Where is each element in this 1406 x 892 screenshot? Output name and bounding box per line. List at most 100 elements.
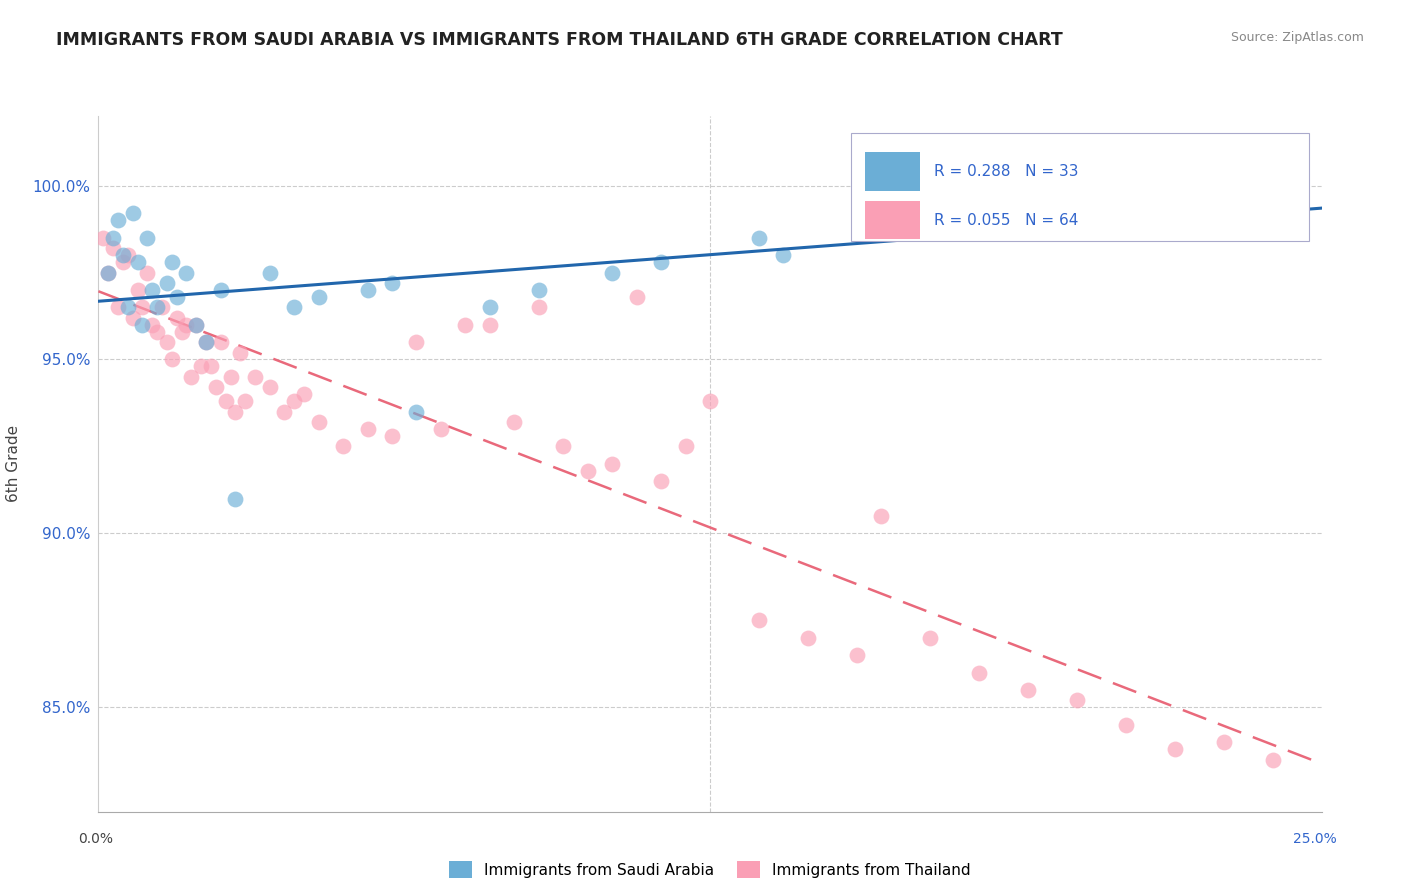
Point [1066, 693, 1088, 707]
Point [141, 318, 163, 332]
Point [156, 276, 179, 290]
Text: Source: ZipAtlas.com: Source: ZipAtlas.com [1230, 31, 1364, 45]
Point [1164, 742, 1187, 756]
Point [176, 318, 198, 332]
Point [107, 300, 129, 314]
Point [699, 394, 721, 409]
Point [356, 283, 378, 297]
Point [1212, 735, 1234, 749]
Text: R = 0.055   N = 64: R = 0.055 N = 64 [934, 213, 1078, 227]
Point [136, 230, 159, 244]
Point [205, 380, 228, 394]
Text: 0.0%: 0.0% [79, 832, 112, 846]
Point [748, 614, 770, 628]
Point [160, 255, 183, 269]
Point [259, 265, 281, 279]
Point [356, 422, 378, 436]
Point [273, 404, 295, 418]
Point [405, 404, 427, 418]
Point [131, 300, 153, 314]
Point [1188, 161, 1211, 175]
Point [224, 491, 246, 506]
Point [797, 631, 820, 645]
Point [150, 300, 173, 314]
Point [1017, 683, 1039, 698]
Point [186, 318, 208, 332]
Point [675, 439, 697, 453]
Point [430, 422, 453, 436]
Point [478, 300, 501, 314]
FancyBboxPatch shape [851, 134, 1309, 241]
Point [127, 255, 149, 269]
Point [527, 300, 550, 314]
Point [332, 439, 354, 453]
Point [195, 334, 218, 349]
Point [920, 631, 942, 645]
Point [772, 248, 794, 262]
Point [576, 464, 599, 478]
Point [146, 325, 169, 339]
Point [967, 665, 990, 680]
Point [121, 206, 143, 220]
Point [97, 265, 120, 279]
Point [190, 359, 212, 374]
Point [111, 255, 134, 269]
Point [229, 345, 252, 359]
Point [170, 325, 193, 339]
Point [117, 248, 139, 262]
Point [186, 318, 208, 332]
Point [233, 394, 256, 409]
Point [91, 230, 114, 244]
Point [527, 283, 550, 297]
Point [209, 283, 232, 297]
Point [503, 415, 526, 429]
Point [600, 457, 623, 471]
Point [101, 230, 124, 244]
Point [292, 387, 315, 401]
Point [600, 265, 623, 279]
Point [454, 318, 477, 332]
Point [381, 429, 404, 443]
Point [308, 415, 330, 429]
Point [209, 334, 232, 349]
Point [131, 318, 153, 332]
Point [1115, 717, 1137, 731]
Point [243, 369, 266, 384]
Point [1139, 171, 1161, 186]
Text: 25.0%: 25.0% [1292, 832, 1337, 846]
Bar [865, 202, 921, 239]
Point [195, 334, 218, 349]
Point [381, 276, 404, 290]
Point [650, 474, 672, 488]
Point [146, 300, 169, 314]
Point [121, 310, 143, 325]
Point [283, 300, 305, 314]
Point [101, 241, 124, 255]
Point [111, 248, 134, 262]
Text: R = 0.288   N = 33: R = 0.288 N = 33 [934, 164, 1078, 179]
Point [845, 648, 868, 662]
Point [626, 290, 648, 304]
Legend: Immigrants from Saudi Arabia, Immigrants from Thailand: Immigrants from Saudi Arabia, Immigrants… [443, 855, 977, 884]
Point [176, 265, 198, 279]
Point [748, 230, 770, 244]
Point [97, 265, 120, 279]
Point [870, 508, 893, 523]
Point [283, 394, 305, 409]
Point [553, 439, 575, 453]
Point [214, 394, 236, 409]
Point [650, 255, 672, 269]
Point [127, 283, 149, 297]
Point [224, 404, 246, 418]
Point [141, 283, 163, 297]
Point [405, 334, 427, 349]
Point [160, 352, 183, 367]
Point [166, 290, 188, 304]
Point [156, 334, 179, 349]
Y-axis label: 6th Grade: 6th Grade [6, 425, 21, 502]
Text: IMMIGRANTS FROM SAUDI ARABIA VS IMMIGRANTS FROM THAILAND 6TH GRADE CORRELATION C: IMMIGRANTS FROM SAUDI ARABIA VS IMMIGRAN… [56, 31, 1063, 49]
Point [219, 369, 242, 384]
Point [107, 213, 129, 227]
Bar [865, 153, 921, 191]
Point [117, 300, 139, 314]
